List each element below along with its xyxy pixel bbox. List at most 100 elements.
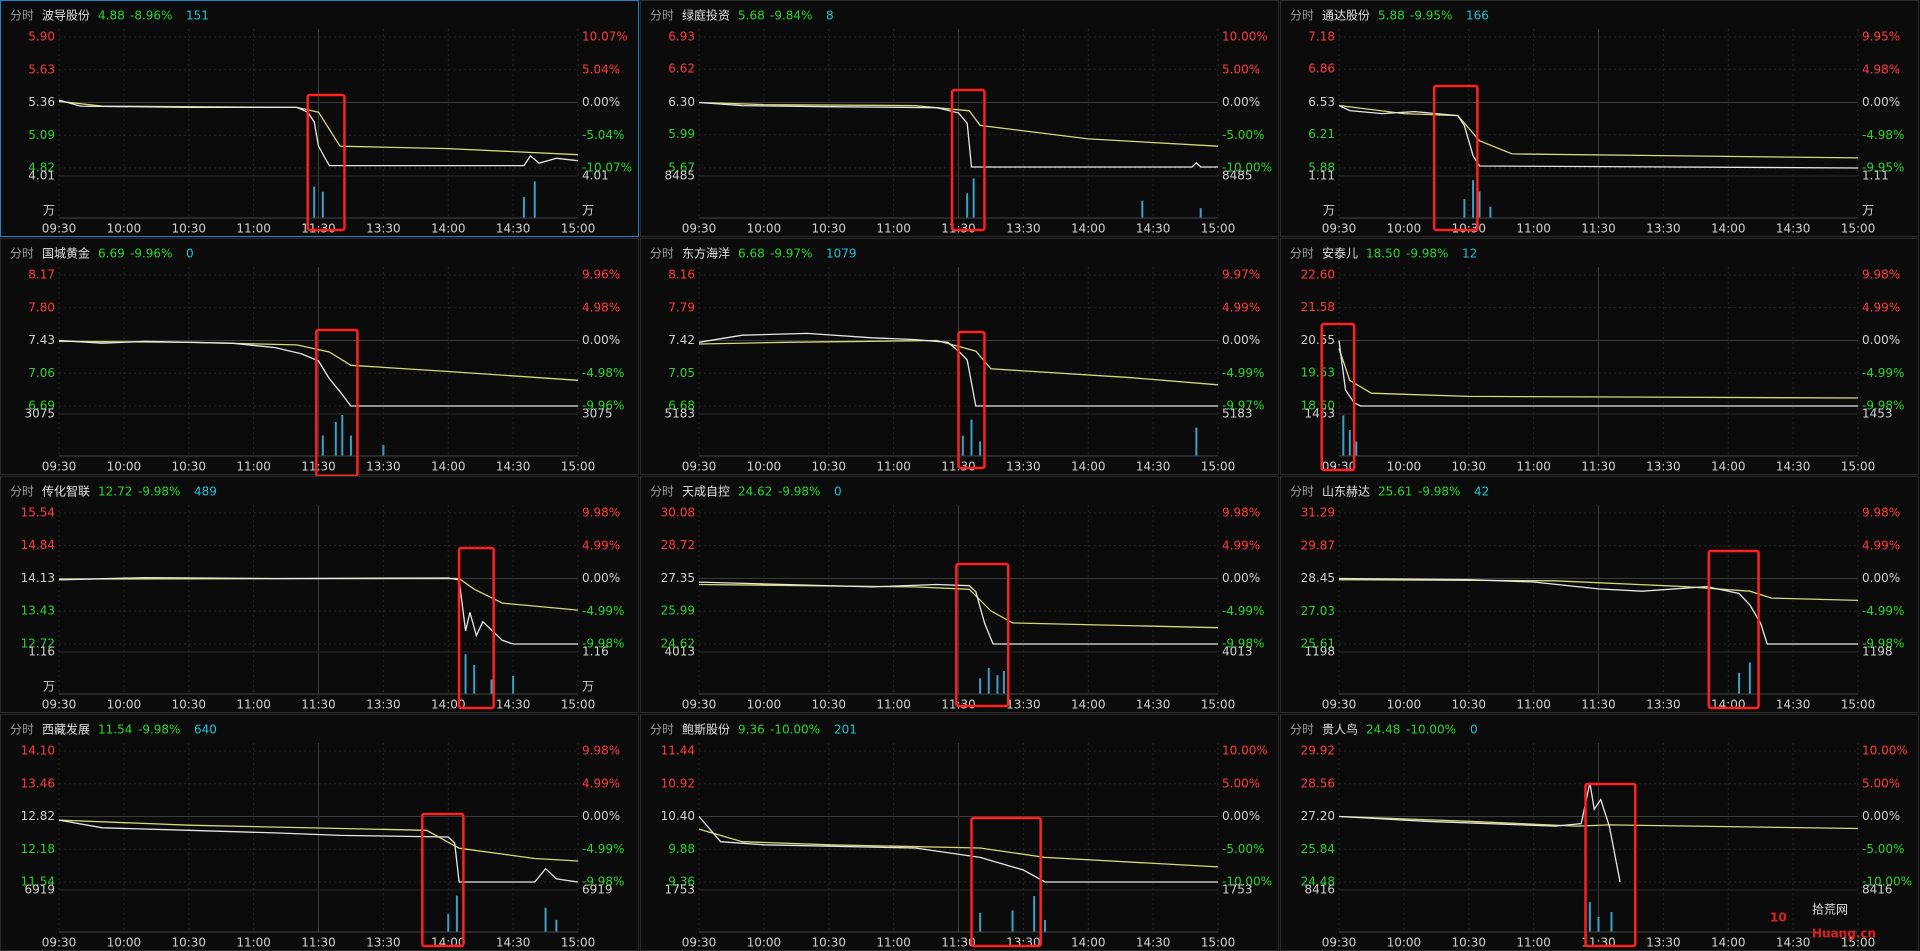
price-tick: 10.40 xyxy=(661,809,695,823)
stock-price: 24.48 xyxy=(1366,723,1400,737)
volume-bar xyxy=(1033,896,1036,932)
time-label: 14:00 xyxy=(431,698,466,712)
volume-max: 1453 xyxy=(1862,407,1893,421)
stock-name: 传化智联 xyxy=(42,484,90,499)
trade-count: 1079 xyxy=(826,247,857,261)
time-label: 14:00 xyxy=(1071,698,1106,712)
volume-bar xyxy=(349,435,352,456)
price-line xyxy=(58,339,578,407)
time-label: 10:30 xyxy=(811,698,846,712)
trade-count: 0 xyxy=(186,247,194,261)
percent-tick: -9.97% xyxy=(1222,399,1264,413)
volume-max: 3075 xyxy=(582,407,613,421)
volume-unit: 万 xyxy=(43,680,55,694)
highlight-box xyxy=(955,562,1010,708)
time-label: 10:00 xyxy=(1387,698,1422,712)
price-tick: 27.20 xyxy=(1301,809,1335,823)
trade-count: 489 xyxy=(194,485,217,499)
time-label: 15:00 xyxy=(1841,936,1876,950)
volume-max: 5183 xyxy=(1222,407,1253,421)
volume-unit: 万 xyxy=(1862,204,1874,218)
time-label: 14:30 xyxy=(1776,460,1811,474)
time-label: 11:00 xyxy=(236,460,271,474)
chart-mode: 分时 xyxy=(10,9,34,23)
price-tick: 30.08 xyxy=(661,506,695,520)
volume-bar xyxy=(447,913,450,932)
price-tick: 6.30 xyxy=(668,95,695,109)
volume-max: 1753 xyxy=(1222,883,1253,897)
average-line xyxy=(58,819,579,862)
percent-tick: 4.99% xyxy=(1222,538,1260,552)
quote-panel: 分时 西藏发展 11.54 -9.98% 640 09:30 10:00 10:30 11:00… xyxy=(0,714,639,951)
stock-name: 波导股份 xyxy=(42,9,90,23)
volume-bar xyxy=(979,441,982,456)
volume-max: 4.01 xyxy=(28,169,55,183)
time-label: 15:00 xyxy=(561,936,596,950)
price-line xyxy=(698,101,1218,168)
volume-max: 5183 xyxy=(664,407,695,421)
time-label: 11:00 xyxy=(236,936,271,950)
time-label: 14:00 xyxy=(431,222,466,236)
stock-change: -9.95% xyxy=(1410,9,1452,23)
price-tick: 5.63 xyxy=(28,62,55,76)
volume-max: 8485 xyxy=(1222,169,1253,183)
time-label: 14:00 xyxy=(1711,936,1746,950)
stock-price: 24.62 xyxy=(738,485,772,499)
quote-panel: 分时 通达股份 5.88 -9.95% 166 09:30 10:00 10:30 11:00 1… xyxy=(1280,0,1919,237)
percent-tick: -4.99% xyxy=(1862,604,1904,618)
stock-name: 安泰儿 xyxy=(1322,246,1358,261)
time-label: 15:00 xyxy=(1841,222,1876,236)
highlight-box xyxy=(950,88,986,232)
price-tick: 6.93 xyxy=(668,30,695,44)
volume-max: 1453 xyxy=(1304,407,1335,421)
percent-tick: 9.98% xyxy=(582,506,620,520)
price-tick: 15.54 xyxy=(21,506,55,520)
price-tick: 14.13 xyxy=(21,571,55,585)
time-label: 11:00 xyxy=(236,222,271,236)
price-line xyxy=(58,576,578,645)
volume-bar xyxy=(1348,429,1351,456)
time-label: 10:30 xyxy=(171,222,206,236)
time-label: 10:00 xyxy=(107,222,142,236)
watermark-name: 拾荒网 xyxy=(1812,902,1848,917)
chart-mode: 分时 xyxy=(10,723,34,737)
price-tick: 7.42 xyxy=(668,333,695,347)
volume-unit: 万 xyxy=(582,204,594,218)
volume-bar xyxy=(1588,902,1591,932)
price-tick: 14.84 xyxy=(21,538,55,552)
volume-max: 1.16 xyxy=(28,645,55,659)
time-label: 14:30 xyxy=(1776,936,1811,950)
time-label: 14:00 xyxy=(1711,698,1746,712)
chart-mode: 分时 xyxy=(1290,485,1314,499)
stock-change: -9.98% xyxy=(138,723,180,737)
time-label: 15:00 xyxy=(1201,698,1236,712)
time-label: 15:00 xyxy=(561,222,596,236)
chart-mode: 分时 xyxy=(650,247,674,261)
volume-bar xyxy=(1044,920,1046,932)
percent-tick: -4.99% xyxy=(1862,366,1904,380)
watermark: 10 拾荒网 Huang.cn xyxy=(1770,902,1876,941)
percent-tick: -9.95% xyxy=(1862,161,1904,175)
time-label: 14:30 xyxy=(496,460,531,474)
stock-name: 鲍斯股份 xyxy=(682,723,730,737)
volume-bar xyxy=(544,907,547,932)
percent-tick: 10.00% xyxy=(1862,744,1908,758)
time-label: 10:30 xyxy=(811,936,846,950)
price-tick: 9.88 xyxy=(668,842,695,856)
stock-price: 18.50 xyxy=(1366,247,1400,261)
time-label: 09:30 xyxy=(682,698,717,712)
percent-tick: 4.99% xyxy=(1222,300,1260,314)
percent-tick: -10.00% xyxy=(1222,875,1272,889)
volume-unit: 万 xyxy=(582,680,594,694)
time-label: 15:00 xyxy=(1841,460,1876,474)
time-label: 11:30 xyxy=(1581,222,1616,236)
volume-unit: 万 xyxy=(43,204,55,218)
stock-name: 山东赫达 xyxy=(1322,485,1370,499)
panel-frame xyxy=(1280,238,1919,475)
time-label: 11:00 xyxy=(1516,460,1551,474)
price-tick: 7.80 xyxy=(28,300,55,314)
time-label: 14:30 xyxy=(496,222,531,236)
price-tick: 24.62 xyxy=(661,637,695,651)
chart-mode: 分时 xyxy=(650,485,674,499)
